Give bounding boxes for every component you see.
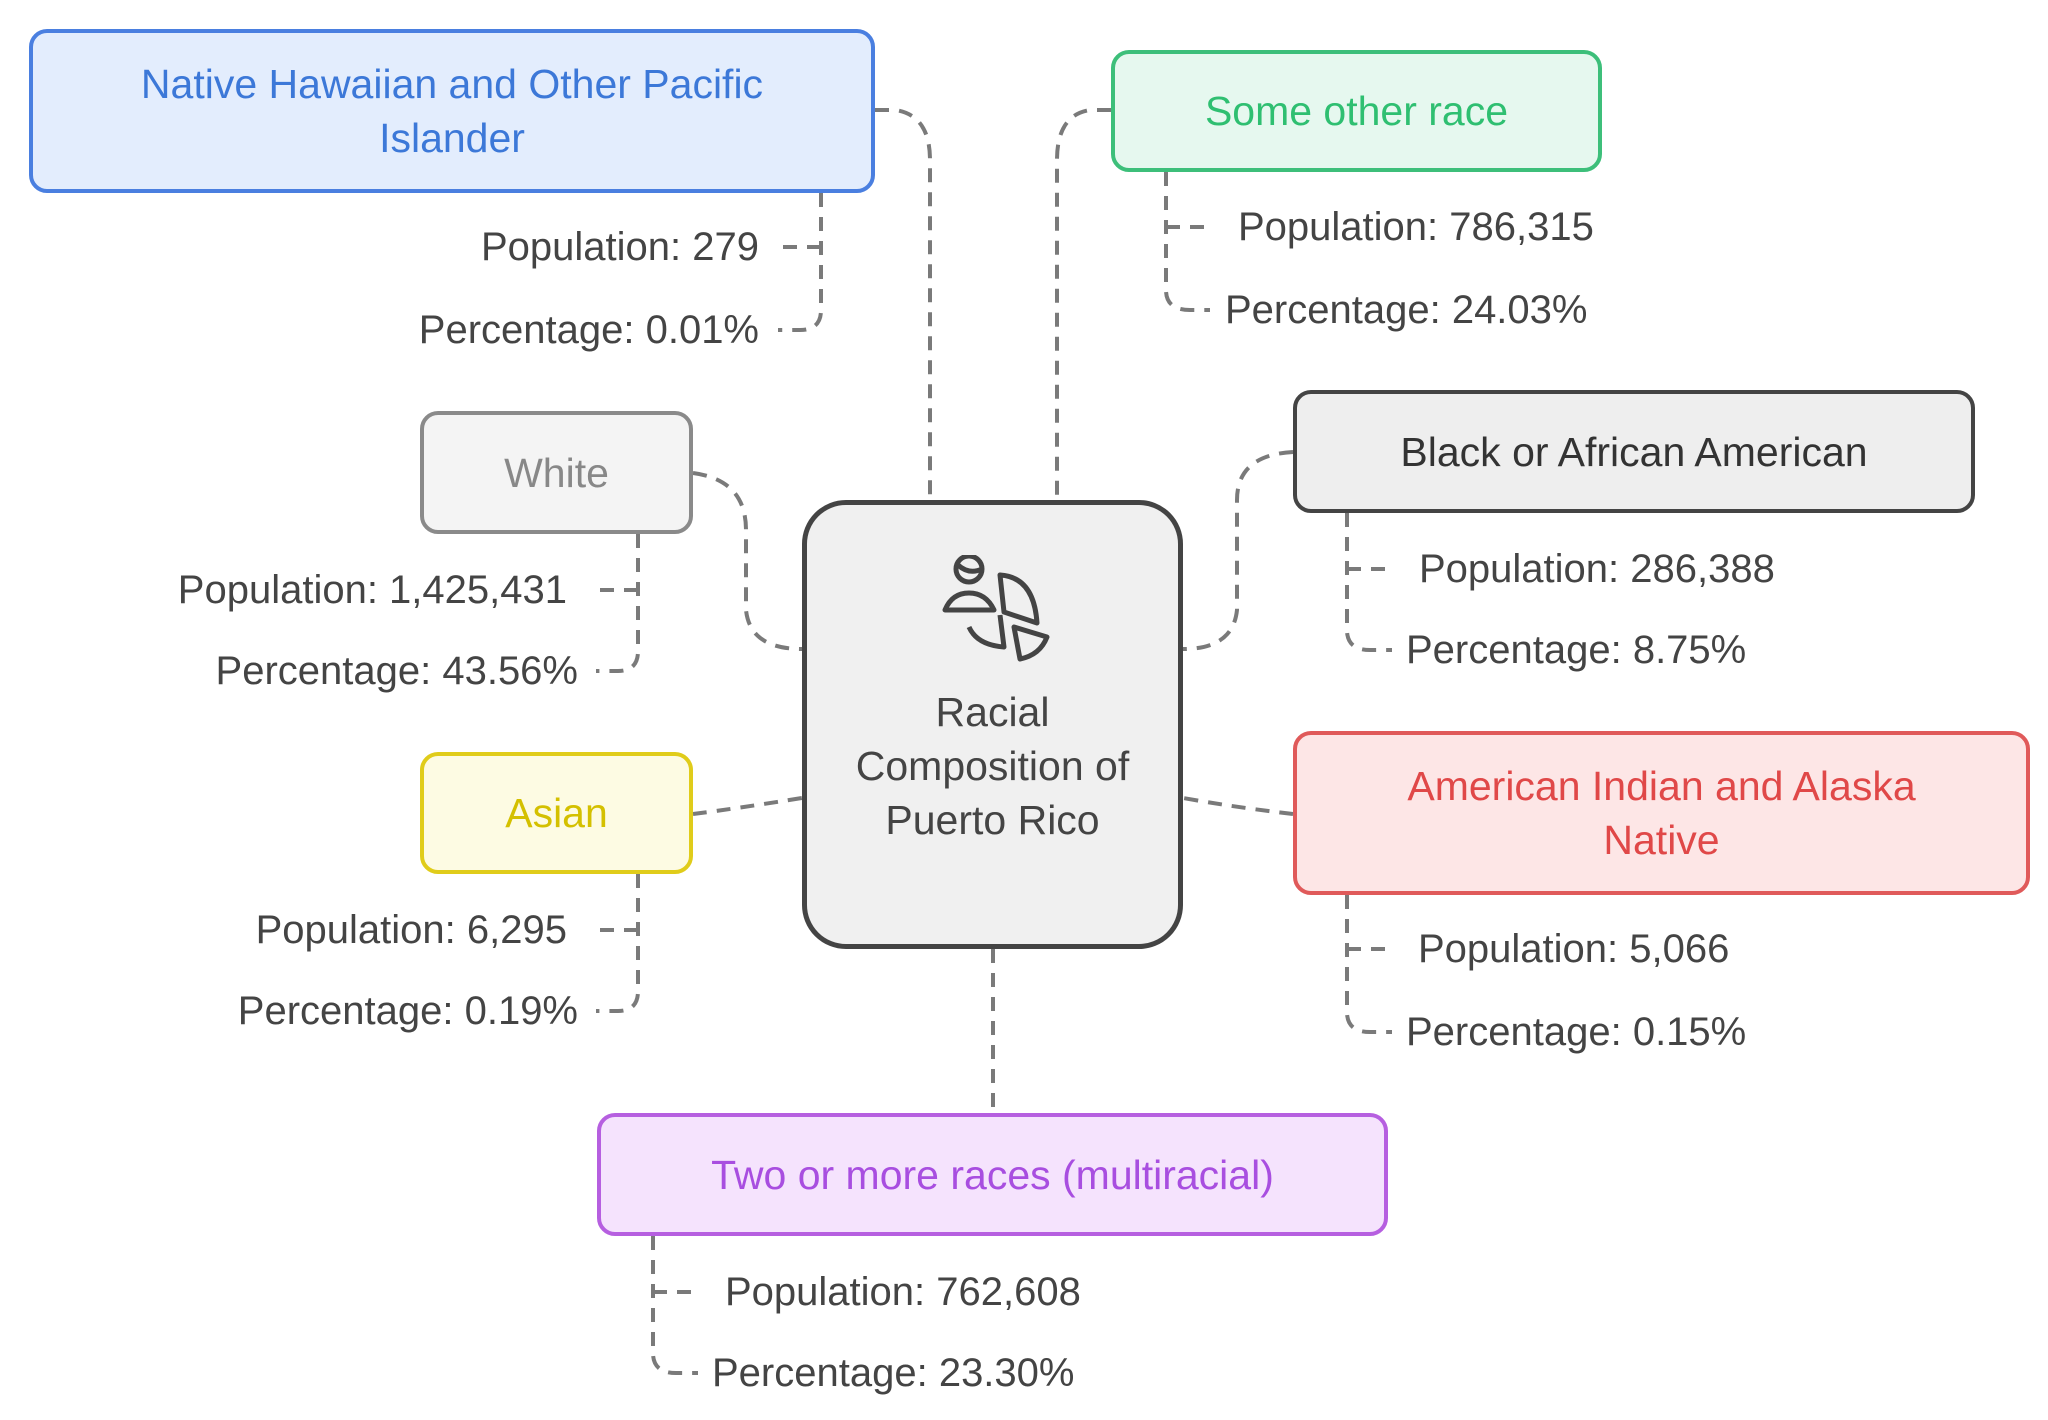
detail-native-hawaiian [778, 193, 823, 332]
percentage-black: Percentage: 8.75% [1406, 628, 1747, 672]
center-title: Racial Composition of Puerto Rico [855, 689, 1130, 843]
percentage-multiracial: Percentage: 23.30% [712, 1351, 1075, 1395]
population-multiracial: Population: 762,608 [725, 1270, 1081, 1314]
population-white: Population: 1,425,431 [177, 568, 567, 612]
connector-some-other [1055, 108, 1111, 500]
node-some-other-race: Some other race [1111, 50, 1602, 172]
percentage-asian: Percentage: 0.19% [237, 989, 578, 1033]
percentage-native-hawaiian: Percentage: 0.01% [418, 308, 759, 352]
node-label: Two or more races (multiracial) [711, 1151, 1274, 1198]
node-label: Some other race [1204, 88, 1509, 134]
population-native-hawaiian: Population: 279 [480, 225, 759, 269]
node-black: Black or African American [1293, 390, 1975, 513]
connector-asian [692, 796, 803, 816]
population-aian: Population: 5,066 [1418, 927, 1730, 971]
population-some-other-race: Population: 786,315 [1238, 205, 1594, 249]
detail-some-other [1164, 172, 1210, 312]
percentage-white: Percentage: 43.56% [215, 649, 578, 693]
node-asian: Asian [420, 752, 693, 874]
connector-native-hawaiian [875, 108, 932, 500]
person-pie-chart-icon [942, 555, 1050, 662]
percentage-aian: Percentage: 0.15% [1406, 1010, 1747, 1054]
node-white: White [420, 411, 693, 534]
population-asian: Population: 6,295 [255, 908, 567, 952]
node-native-hawaiian: Native Hawaiian and Other Pacific Island… [29, 29, 875, 193]
detail-black [1345, 513, 1392, 652]
node-aian: American Indian and Alaska Native [1293, 731, 2030, 895]
node-label: Black or African American [1400, 428, 1868, 475]
percentage-some-other-race: Percentage: 24.03% [1225, 288, 1588, 332]
node-label: Native Hawaiian and Other Pacific Island… [140, 61, 764, 161]
detail-white [596, 534, 640, 673]
connector-black [1182, 450, 1294, 651]
center-node: Racial Composition of Puerto Rico [802, 500, 1183, 949]
population-black: Population: 286,388 [1419, 547, 1775, 591]
node-label: White [504, 449, 609, 496]
detail-aian [1345, 895, 1392, 1034]
connector-aian [1182, 796, 1294, 816]
node-label: American Indian and Alaska Native [1407, 763, 1916, 863]
detail-asian [596, 874, 640, 1013]
node-multiracial: Two or more races (multiracial) [597, 1113, 1388, 1236]
detail-multiracial [651, 1236, 698, 1375]
node-label: Asian [505, 790, 608, 836]
connector-white [692, 471, 803, 651]
